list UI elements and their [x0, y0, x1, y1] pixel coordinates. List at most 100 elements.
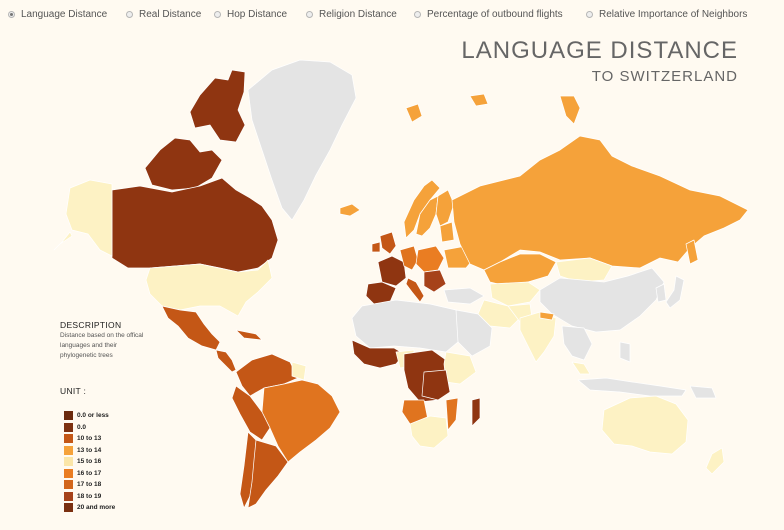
radio-selected-icon: [8, 11, 15, 18]
legend-label: 0.0: [77, 423, 87, 431]
legend-label: 17 to 18: [77, 481, 102, 489]
region-argentina[interactable]: [247, 439, 289, 509]
description-heading: DESCRIPTION: [60, 320, 122, 330]
region-greenland[interactable]: [247, 59, 357, 221]
region-franz-josef[interactable]: [469, 93, 489, 107]
region-korea[interactable]: [655, 283, 667, 303]
region-japan[interactable]: [665, 275, 685, 309]
legend-label: 13 to 14: [77, 446, 102, 454]
radio-label: Real Distance: [139, 9, 202, 20]
region-canada-arctic[interactable]: [189, 69, 246, 143]
legend-item: 16 to 17: [60, 468, 115, 480]
legend-label: 16 to 17: [77, 469, 102, 477]
legend-swatch: [64, 491, 73, 501]
region-east-africa[interactable]: [443, 351, 477, 385]
region-balkans[interactable]: [423, 269, 447, 293]
region-philippines[interactable]: [619, 341, 631, 363]
region-australia[interactable]: [601, 395, 689, 455]
radio-neighbor-importance[interactable]: Relative Importance of Neighbors: [586, 9, 747, 20]
legend-label: 18 to 19: [77, 492, 102, 500]
radio-label: Religion Distance: [319, 9, 397, 20]
legend-swatch: [64, 411, 73, 421]
region-canada[interactable]: [111, 177, 279, 273]
legend-item: 18 to 19: [60, 491, 115, 503]
radio-religion-distance[interactable]: Religion Distance: [306, 9, 397, 20]
radio-unselected-icon: [306, 11, 313, 18]
legend-swatch: [64, 503, 73, 513]
region-germany[interactable]: [399, 245, 419, 271]
region-canada-islands[interactable]: [144, 137, 223, 191]
legend-swatch: [64, 434, 73, 444]
region-png[interactable]: [689, 385, 717, 399]
legend-swatch: [64, 457, 73, 467]
region-china[interactable]: [539, 267, 665, 333]
region-new-zealand[interactable]: [705, 447, 725, 475]
radio-unselected-icon: [586, 11, 593, 18]
legend-swatch: [64, 422, 73, 432]
region-uk[interactable]: [379, 231, 397, 255]
page-subtitle: TO SWITZERLAND: [591, 68, 738, 85]
radio-label: Language Distance: [21, 9, 108, 20]
region-mongolia[interactable]: [555, 257, 613, 283]
region-sweden[interactable]: [415, 195, 439, 237]
region-central-america[interactable]: [215, 349, 237, 373]
radio-language-distance[interactable]: Language Distance: [8, 9, 107, 20]
region-north-africa[interactable]: [351, 299, 459, 353]
region-ireland[interactable]: [371, 241, 381, 253]
radio-label: Percentage of outbound flights: [427, 9, 563, 20]
legend-label: 10 to 13: [77, 435, 102, 443]
radio-label: Relative Importance of Neighbors: [599, 9, 748, 20]
region-turkey[interactable]: [443, 287, 485, 305]
radio-unselected-icon: [214, 11, 221, 18]
region-russia-islands[interactable]: [559, 95, 581, 125]
page-title: LANGUAGE DISTANCE: [461, 37, 738, 64]
region-west-africa[interactable]: [351, 339, 405, 369]
region-iceland[interactable]: [339, 203, 361, 217]
description-text: Distance based on the offical languages …: [60, 332, 144, 359]
map-title-block: LANGUAGE DISTANCE TO SWITZERLAND: [461, 36, 738, 85]
region-mozambique[interactable]: [445, 397, 459, 431]
legend-item: 20 and more: [60, 502, 115, 514]
legend-label: 0.0 or less: [77, 412, 109, 420]
region-guianas[interactable]: [291, 361, 307, 381]
region-norway[interactable]: [403, 179, 441, 239]
region-sakhalin[interactable]: [685, 239, 699, 265]
region-madagascar[interactable]: [471, 397, 481, 427]
region-mexico[interactable]: [161, 305, 221, 351]
radio-real-distance[interactable]: Real Distance: [126, 9, 201, 20]
description-panel: DESCRIPTION Distance based on the offica…: [60, 320, 150, 361]
region-alaska-tail[interactable]: [53, 231, 73, 251]
legend-heading: UNIT :: [60, 386, 87, 396]
region-cuba[interactable]: [235, 329, 263, 341]
region-usa[interactable]: [145, 259, 273, 317]
region-nepal[interactable]: [539, 311, 555, 321]
radio-outbound-flights[interactable]: Percentage of outbound flights: [414, 9, 563, 20]
region-finland[interactable]: [435, 189, 455, 227]
region-se-asia[interactable]: [561, 325, 593, 361]
region-peru[interactable]: [231, 385, 271, 441]
legend-item: 15 to 16: [60, 456, 115, 468]
region-indonesia[interactable]: [577, 377, 687, 397]
region-italy[interactable]: [405, 277, 425, 303]
region-drc[interactable]: [421, 369, 451, 401]
legend-item: 0.0 or less: [60, 410, 115, 422]
legend-item: 13 to 14: [60, 445, 115, 457]
legend-item: 17 to 18: [60, 479, 115, 491]
radio-hop-distance[interactable]: Hop Distance: [214, 9, 287, 20]
legend-label: 15 to 16: [77, 458, 102, 466]
region-france[interactable]: [377, 255, 407, 287]
radio-label: Hop Distance: [227, 9, 288, 20]
legend-item: 10 to 13: [60, 433, 115, 445]
region-southern-africa[interactable]: [409, 415, 449, 449]
region-colombia[interactable]: [235, 353, 299, 397]
region-central-asia[interactable]: [489, 281, 541, 307]
region-russia[interactable]: [451, 135, 749, 271]
region-brazil[interactable]: [261, 379, 341, 463]
radio-unselected-icon: [414, 11, 421, 18]
region-central-europe[interactable]: [415, 245, 445, 273]
region-baltic[interactable]: [439, 221, 455, 243]
legend-swatch: [64, 445, 73, 455]
region-svalbard[interactable]: [405, 103, 423, 123]
region-alaska[interactable]: [65, 179, 113, 257]
region-malaysia[interactable]: [571, 361, 591, 375]
